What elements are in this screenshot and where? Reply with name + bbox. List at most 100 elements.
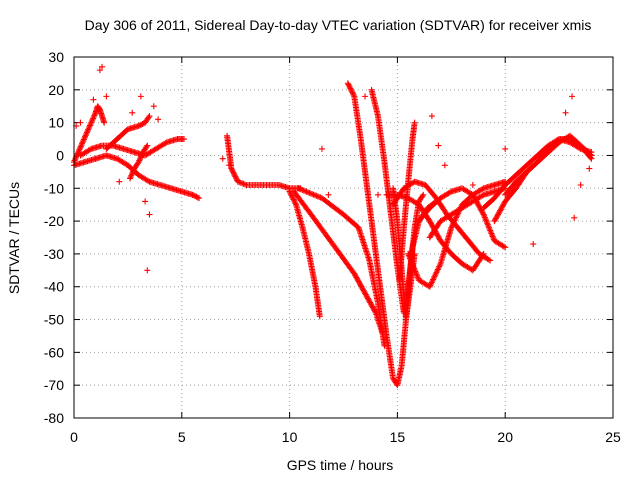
data-point xyxy=(80,137,87,144)
data-point xyxy=(292,200,299,207)
data-point xyxy=(194,194,201,201)
data-point xyxy=(428,222,435,229)
data-point xyxy=(435,233,442,240)
data-point xyxy=(367,300,374,307)
data-point xyxy=(372,308,379,315)
data-point xyxy=(314,193,321,200)
y-tick-label: -20 xyxy=(44,213,64,229)
data-point xyxy=(469,191,476,198)
data-point xyxy=(91,112,98,119)
data-point xyxy=(228,165,235,172)
data-point xyxy=(431,273,438,280)
data-point xyxy=(347,85,354,92)
data-point xyxy=(231,172,238,179)
data-point xyxy=(77,144,84,151)
data-point xyxy=(86,123,93,130)
data-point-outlier xyxy=(129,109,136,116)
data-point xyxy=(369,304,376,311)
data-point xyxy=(436,235,443,242)
data-point xyxy=(369,303,376,310)
data-point xyxy=(426,218,433,225)
data-point xyxy=(346,82,353,89)
data-point xyxy=(429,277,436,284)
data-point xyxy=(349,90,356,97)
data-point xyxy=(419,193,426,200)
data-point xyxy=(79,140,86,147)
x-tick-label: 20 xyxy=(497,429,513,445)
data-point xyxy=(313,192,320,199)
x-axis-label: GPS time / hours xyxy=(287,457,394,473)
data-point-outlier xyxy=(318,145,325,152)
y-tick-label: -30 xyxy=(44,246,64,262)
data-point xyxy=(72,156,79,163)
y-tick-label: 20 xyxy=(48,82,64,98)
data-point-outlier xyxy=(530,241,537,248)
data-point xyxy=(470,193,477,200)
data-point xyxy=(428,279,435,286)
data-point xyxy=(145,114,152,121)
data-point-outlier xyxy=(96,67,103,74)
data-point-outlier xyxy=(144,267,151,274)
data-point xyxy=(474,201,481,208)
data-point xyxy=(130,168,137,175)
data-point xyxy=(135,122,142,129)
data-point-outlier xyxy=(325,191,332,198)
data-point-outlier xyxy=(469,181,476,188)
data-point xyxy=(352,273,359,280)
data-point xyxy=(289,195,296,202)
data-point xyxy=(427,219,434,226)
data-point xyxy=(411,250,418,257)
data-point xyxy=(162,140,169,147)
data-point xyxy=(495,210,502,217)
data-point xyxy=(289,193,296,200)
data-point-outlier xyxy=(405,250,412,257)
data-point xyxy=(368,302,375,309)
data-point xyxy=(479,210,486,217)
y-axis-label: SDTVAR / TECUs xyxy=(6,182,22,294)
data-point xyxy=(128,171,135,178)
data-point xyxy=(479,208,486,215)
data-point xyxy=(193,193,200,200)
data-point xyxy=(82,133,89,140)
data-point xyxy=(453,214,460,221)
data-point xyxy=(430,276,437,283)
data-point xyxy=(446,189,453,196)
data-point xyxy=(493,214,500,221)
data-point xyxy=(85,125,92,132)
data-point-outlier xyxy=(137,93,144,100)
data-point xyxy=(357,281,364,288)
data-point xyxy=(411,119,418,126)
data-point xyxy=(364,294,371,301)
data-point xyxy=(230,170,237,177)
data-point xyxy=(136,122,143,129)
data-point xyxy=(370,306,377,313)
data-point xyxy=(143,143,150,150)
data-point-outlier xyxy=(142,198,149,205)
data-point xyxy=(428,280,435,287)
data-point-outlier xyxy=(586,165,593,172)
data-point-outlier xyxy=(435,142,442,149)
x-tick-label: 5 xyxy=(178,429,186,445)
data-point xyxy=(344,80,351,87)
data-point-outlier xyxy=(189,191,196,198)
data-point xyxy=(361,288,368,295)
data-point xyxy=(76,146,83,153)
data-point xyxy=(291,199,298,206)
data-point xyxy=(428,220,435,227)
data-point xyxy=(485,256,492,263)
data-point xyxy=(492,215,499,222)
data-point xyxy=(434,266,441,273)
data-point-outlier xyxy=(226,162,233,169)
data-point-outlier xyxy=(90,96,97,103)
data-point xyxy=(502,244,509,251)
data-point xyxy=(449,221,456,228)
data-point xyxy=(296,185,303,192)
data-point-outlier xyxy=(441,162,448,169)
data-point-outlier xyxy=(103,93,110,100)
data-point xyxy=(345,81,352,88)
data-point xyxy=(303,188,310,195)
data-point xyxy=(75,149,82,156)
x-tick-label: 25 xyxy=(605,429,621,445)
data-point xyxy=(298,186,305,193)
